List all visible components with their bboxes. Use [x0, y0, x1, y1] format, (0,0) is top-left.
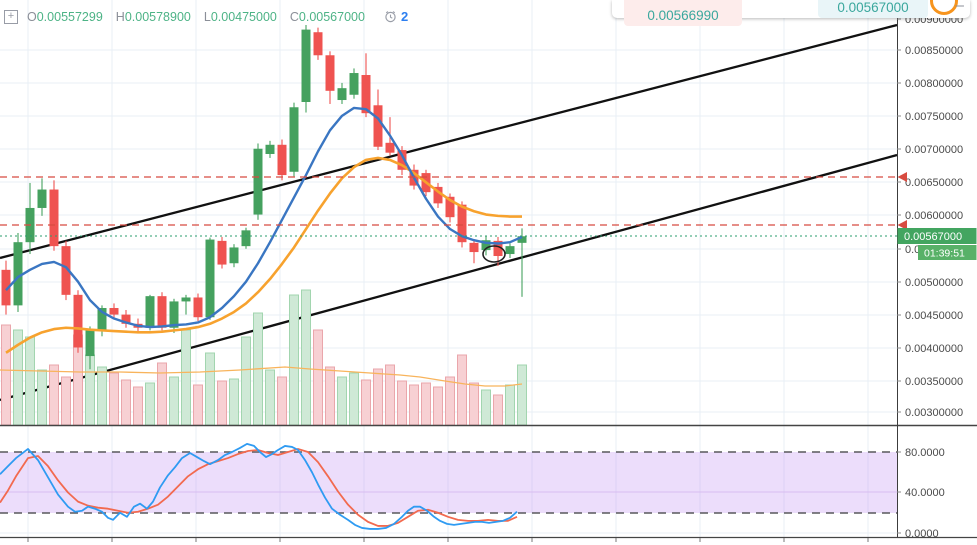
price-axis-label: 0.00500000 [905, 277, 963, 289]
price-axis-label: 0.00850000 [905, 45, 963, 57]
volume-ma-line [0, 366, 523, 387]
buy-sell-panel: 0.00566990 0.00567000 – [612, 0, 970, 26]
bar-countdown-label [918, 245, 977, 260]
oscillator-axis-label: 0.0000 [905, 528, 939, 540]
price-axis-label: 0.00350000 [905, 376, 963, 388]
ma-blue-line[interactable] [5, 106, 523, 329]
price-axis-label: 0.00750000 [905, 111, 963, 123]
legend-high: H0.00578900 [115, 9, 191, 24]
alert-count-badge[interactable]: 2 [400, 9, 409, 24]
trendline-1[interactable] [0, 23, 897, 260]
oscillator-axis-label: 80.0000 [905, 447, 945, 459]
ohlc-legend: + O0.00557299 H0.00578900 L0.00475000 C0… [4, 9, 408, 24]
time-axis[interactable] [27, 538, 869, 542]
plot-area[interactable] [0, 0, 897, 537]
price-axis-label: 0.00700000 [905, 144, 963, 156]
last-price-text: 0.00567000 [904, 231, 962, 243]
add-symbol-icon[interactable]: + [4, 9, 18, 24]
legend-open: O0.00557299 [27, 9, 103, 24]
sell-button[interactable]: 0.00566990 [624, 0, 742, 26]
stochastic-band [0, 452, 897, 513]
buy-button[interactable]: 0.00567000 [818, 0, 928, 18]
legend-close: C0.00567000 [289, 9, 365, 24]
collapse-panel-button[interactable]: – [955, 0, 964, 14]
price-axis-label: 0.00450000 [905, 310, 963, 322]
price-axis-label: 0.00650000 [905, 177, 963, 189]
alert-marker-icon[interactable] [897, 172, 908, 182]
countdown-ring-icon [930, 0, 958, 15]
alert-marker-icon[interactable] [897, 220, 908, 230]
ellipse-annotation[interactable] [482, 245, 506, 263]
stochastic-k-line [0, 442, 518, 530]
stochastic-panel[interactable] [0, 442, 897, 530]
bar-countdown-text: 01:39:51 [924, 248, 965, 260]
oscillator-axis-label: 40.0000 [905, 487, 945, 499]
price-axis-label: 0.00600000 [905, 210, 963, 222]
price-axis[interactable]: 0.009000000.008500000.008000000.00750000… [897, 0, 977, 540]
price-axis-label: 0.00800000 [905, 78, 963, 90]
ma-orange-line[interactable] [5, 156, 522, 354]
candlestick-series [1, 24, 527, 370]
last-price-label [897, 228, 977, 244]
legend-low: L0.00475000 [203, 9, 277, 24]
price-axis-label: 0.00300000 [905, 407, 963, 419]
alert-clock-icon[interactable] [384, 10, 397, 23]
price-axis-label: 0.00400000 [905, 343, 963, 355]
trendline-2[interactable] [0, 153, 897, 402]
